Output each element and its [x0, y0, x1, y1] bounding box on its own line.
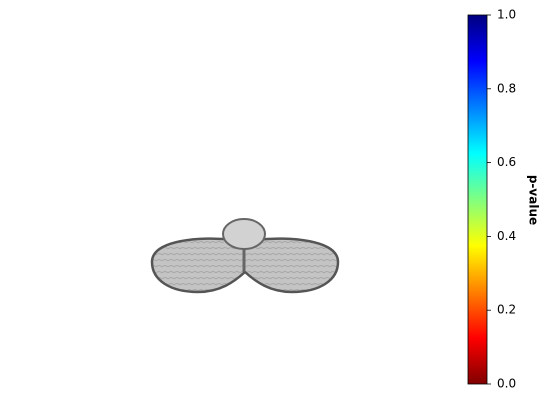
colorbar	[467, 14, 488, 385]
colorbar-label: p-value	[527, 175, 541, 225]
tick-label: 0.4	[497, 229, 516, 243]
tick-label: 1.0	[497, 8, 516, 22]
tick-label: 0.6	[497, 155, 516, 169]
tick-label: 0.8	[497, 81, 516, 95]
tick-label: 0.2	[497, 303, 516, 317]
brain-slice	[150, 218, 340, 294]
tick-label: 0.0	[497, 377, 516, 391]
